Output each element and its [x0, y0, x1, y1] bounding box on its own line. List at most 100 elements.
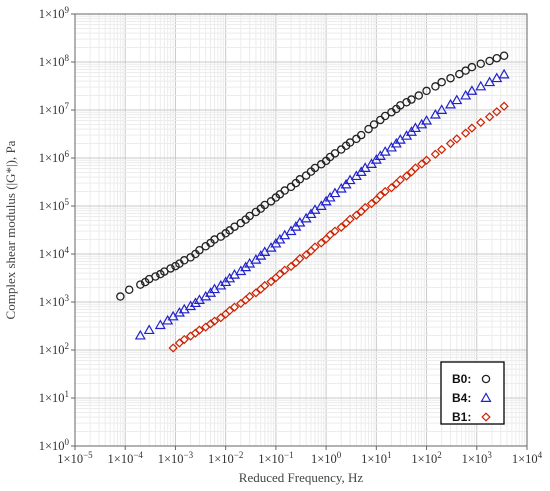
data-point-circle: [422, 86, 431, 96]
data-point-diamond: [286, 261, 296, 272]
data-point-diamond: [216, 313, 226, 323]
data-point-circle: [356, 130, 366, 140]
data-point-triangle: [185, 300, 197, 311]
legend-marker-diamond: [481, 412, 491, 422]
data-point-circle: [455, 69, 464, 79]
x-tick-label: 1×100: [311, 450, 342, 466]
data-point-diamond: [168, 343, 178, 353]
y-tick-label: 1×103: [39, 293, 70, 309]
data-point-diamond: [437, 144, 447, 155]
data-point-triangle: [173, 306, 185, 317]
data-point-diamond: [460, 128, 471, 138]
data-point-circle: [260, 200, 269, 210]
data-point-circle: [369, 120, 379, 129]
data-point-circle: [485, 56, 494, 66]
data-point-triangle: [460, 89, 472, 100]
data-point-circle: [310, 163, 320, 173]
data-point-triangle: [466, 85, 478, 95]
y-tick-label: 1×108: [39, 53, 70, 69]
y-axis-label: Complex shear modulus (|G*|), Pa: [3, 140, 18, 319]
data-point-circle: [124, 285, 134, 294]
data-point-diamond: [266, 277, 276, 287]
y-tick-label: 1×102: [39, 341, 69, 357]
data-point-diamond: [386, 183, 397, 193]
y-tick-label: 1×105: [39, 197, 70, 213]
y-tick-label: 1×100: [39, 437, 70, 453]
data-point-diamond: [345, 214, 355, 224]
data-point-triangle: [134, 329, 146, 340]
data-point-circle: [446, 73, 455, 83]
data-point-diamond: [260, 280, 270, 291]
x-tick-label: 1×102: [411, 450, 441, 466]
data-point-circle: [437, 77, 446, 87]
data-point-diamond: [492, 107, 502, 117]
data-point-circle: [364, 124, 373, 134]
plot-frame: [74, 13, 528, 447]
data-point-diamond: [445, 138, 456, 149]
data-points: [116, 51, 510, 353]
data-point-diamond: [330, 226, 340, 236]
data-point-circle: [330, 149, 340, 158]
data-point-circle: [280, 186, 289, 195]
data-point-diamond: [430, 149, 441, 159]
data-point-circle: [461, 66, 470, 75]
data-point-triangle: [475, 80, 487, 91]
x-tick-label: 1×101: [361, 450, 391, 466]
x-tick-label: 1×103: [462, 450, 493, 466]
data-point-circle: [295, 175, 305, 184]
data-point-circle: [195, 245, 204, 255]
data-point-circle: [402, 98, 411, 107]
data-point-diamond: [244, 291, 255, 302]
legend-label: B1:: [452, 410, 471, 424]
data-point-circle: [499, 51, 509, 60]
series-diamond: [168, 101, 509, 353]
data-point-diamond: [209, 316, 220, 326]
data-point-triangle: [429, 108, 441, 119]
x-axis-label: Reduced Frequency, Hz: [239, 470, 364, 485]
data-point-triangle: [315, 200, 327, 210]
y-tick-label: 1×109: [39, 5, 70, 21]
data-point-diamond: [421, 155, 432, 165]
data-point-diamond: [366, 198, 377, 209]
data-point-circle: [414, 91, 424, 100]
legend-marker-triangle: [480, 392, 492, 402]
data-point-diamond: [395, 175, 405, 185]
data-point-diamond: [476, 117, 486, 128]
data-point-circle: [151, 272, 160, 281]
data-point-circle: [116, 292, 125, 301]
data-point-diamond: [351, 210, 361, 220]
data-point-diamond: [280, 265, 290, 275]
data-point-circle: [245, 211, 254, 221]
data-point-diamond: [360, 202, 370, 213]
data-point-triangle: [421, 114, 433, 125]
data-point-circle: [431, 82, 440, 91]
data-point-diamond: [499, 101, 509, 111]
data-point-diamond: [417, 159, 427, 169]
data-point-triangle: [498, 68, 510, 79]
data-point-diamond: [301, 250, 311, 260]
data-point-triangle: [491, 72, 503, 83]
y-tick-label: 1×106: [39, 149, 70, 165]
data-point-diamond: [295, 254, 305, 264]
data-point-circle: [476, 59, 486, 68]
data-point-diamond: [229, 302, 240, 312]
data-point-circle: [136, 280, 145, 289]
y-tick-label: 1×104: [39, 245, 70, 261]
data-point-triangle: [436, 104, 448, 114]
data-point-circle: [166, 264, 175, 273]
data-point-triangle: [329, 187, 341, 198]
data-point-diamond: [484, 112, 495, 122]
data-point-diamond: [275, 269, 285, 279]
data-point-circle: [230, 222, 239, 231]
legend: B0: B4: B1:: [440, 361, 505, 425]
data-point-diamond: [325, 230, 335, 240]
y-tick-label: 1×101: [39, 389, 69, 405]
data-point-diamond: [179, 334, 189, 345]
data-point-diamond: [251, 288, 261, 298]
data-point-triangle: [189, 297, 201, 308]
data-point-circle: [380, 111, 390, 121]
data-point-circle: [492, 53, 502, 63]
data-point-diamond: [336, 222, 346, 232]
data-point-diamond: [316, 238, 326, 248]
